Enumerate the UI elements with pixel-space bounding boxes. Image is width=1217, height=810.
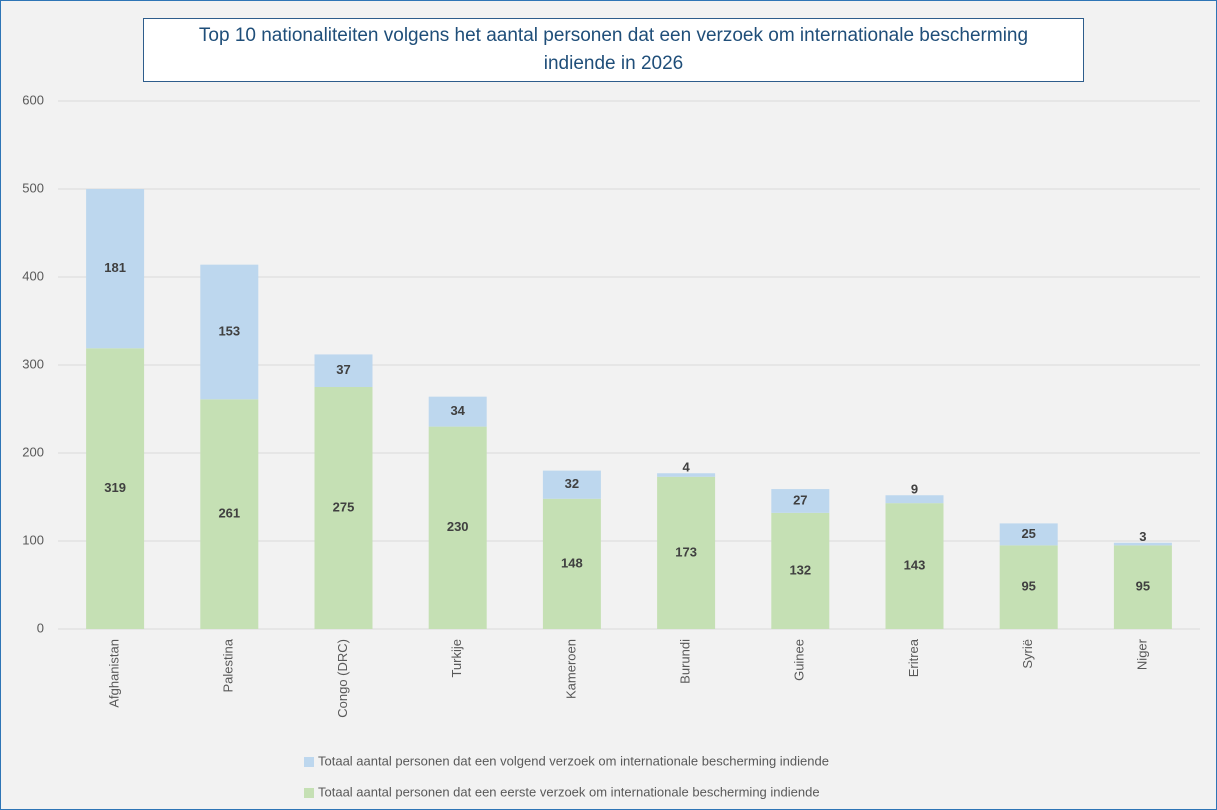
data-label: 95 [1021, 579, 1035, 594]
bar-segment [771, 489, 830, 513]
x-tick-label: Burundi [678, 639, 693, 684]
bar-segment [200, 264, 259, 400]
x-tick-label: Turkije [449, 639, 464, 678]
bar-segment [428, 396, 487, 427]
x-tick-label: Eritrea [906, 638, 921, 677]
y-tick-label: 600 [22, 92, 44, 107]
data-label: 275 [333, 499, 355, 514]
bar-segment [657, 473, 716, 477]
bar-segment [1113, 542, 1172, 546]
y-tick-label: 300 [22, 356, 44, 371]
x-tick-label: Afghanistan [107, 639, 122, 708]
y-tick-label: 0 [37, 620, 44, 635]
y-tick-label: 200 [22, 444, 44, 459]
bar-segment [86, 348, 145, 629]
data-label: 143 [904, 558, 926, 573]
x-tick-label: Palestina [221, 638, 236, 692]
bar-segment [200, 399, 259, 629]
data-label: 261 [218, 506, 240, 521]
bar-segment [542, 498, 601, 629]
chart-title: Top 10 nationaliteiten volgens het aanta… [143, 18, 1084, 82]
x-tick-label: Guinee [792, 639, 807, 681]
x-tick-label: Syrië [1020, 639, 1035, 669]
y-tick-label: 100 [22, 532, 44, 547]
data-label: 95 [1136, 579, 1150, 594]
data-label: 9 [911, 482, 918, 497]
data-label: 34 [450, 403, 465, 418]
data-label: 3 [1139, 529, 1146, 544]
bar-segment [314, 354, 373, 387]
bar-segment [771, 512, 830, 629]
y-tick-label: 400 [22, 268, 44, 283]
bar-segment [542, 470, 601, 499]
legend-label: Totaal aantal personen dat een eerste ve… [318, 784, 820, 799]
bar-segment [657, 476, 716, 629]
bar-segment [885, 503, 944, 629]
legend-label: Totaal aantal personen dat een volgend v… [318, 753, 829, 768]
data-label: 27 [793, 492, 807, 507]
x-tick-label: Congo (DRC) [335, 639, 350, 718]
bar-segment [428, 426, 487, 629]
bar-segment [999, 545, 1058, 629]
bar-segment [885, 495, 944, 504]
data-label: 32 [565, 476, 579, 491]
x-tick-label: Niger [1134, 638, 1149, 670]
data-label: 37 [336, 362, 350, 377]
data-label: 132 [789, 562, 811, 577]
data-label: 173 [675, 544, 697, 559]
data-label: 153 [218, 323, 240, 338]
legend-swatch [304, 757, 314, 767]
bar-segment [999, 523, 1058, 546]
data-label: 181 [104, 260, 126, 275]
data-label: 25 [1021, 526, 1035, 541]
data-label: 319 [104, 480, 126, 495]
bar-segment [314, 387, 373, 629]
x-tick-label: Kameroen [563, 639, 578, 699]
data-label: 230 [447, 519, 469, 534]
bar-segment [86, 189, 145, 349]
bar-segment [1113, 545, 1172, 629]
data-label: 4 [682, 460, 690, 475]
data-label: 148 [561, 555, 583, 570]
legend-swatch [304, 788, 314, 798]
y-tick-label: 500 [22, 180, 44, 195]
